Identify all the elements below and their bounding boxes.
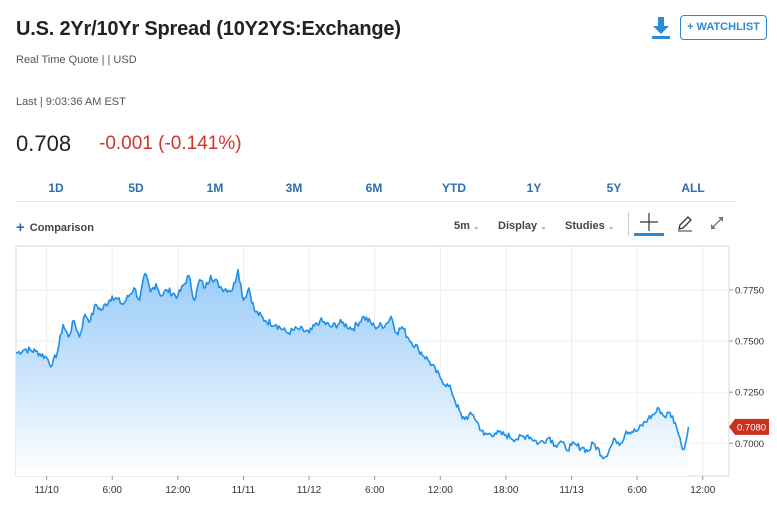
x-tick-label: 11/11 (232, 485, 256, 496)
chevron-down-icon: ⌄ (540, 222, 547, 231)
x-tick-label: 11/10 (34, 485, 59, 496)
x-axis: 11/10 6:00 12:00 11/11 11/12 6:00 12:00 18:00 11… (34, 476, 716, 496)
x-tick-label: 12:00 (165, 485, 190, 496)
crosshair-icon (640, 213, 658, 231)
comparison-label: Comparison (29, 222, 94, 234)
time-range-tabs: 1D 5D 1M 3M 6M YTD 1Y 5Y ALL (16, 175, 736, 202)
expand-icon (710, 216, 724, 230)
series-line (15, 268, 690, 460)
active-tool-indicator (634, 233, 664, 236)
area-fill (16, 269, 689, 476)
range-tab-5y[interactable]: 5Y (606, 181, 622, 195)
y-axis: 0.7750 0.7500 0.7250 0.7000 (729, 285, 764, 450)
studies-dropdown[interactable]: Studies ⌄ (565, 220, 614, 232)
range-tab-1d[interactable]: 1D (48, 181, 64, 195)
chevron-down-icon: ⌄ (472, 222, 480, 231)
quote-subtitle: Real Time Quote | | USD (16, 54, 137, 66)
studies-label: Studies (565, 220, 605, 232)
range-tab-ytd[interactable]: YTD (442, 181, 466, 195)
x-tick-label: 6:00 (102, 485, 122, 496)
range-tab-1y[interactable]: 1Y (526, 181, 542, 195)
add-watchlist-button[interactable]: + WATCHLIST (680, 15, 767, 40)
y-tick-label: 0.7000 (735, 439, 764, 450)
last-value-marker: 0.7080 (729, 418, 769, 435)
y-tick-label: 0.7750 (735, 285, 764, 296)
comparison-button[interactable]: + Comparison (16, 219, 94, 236)
price-chart[interactable]: 11/10 6:00 12:00 11/11 11/12 6:00 12:00 18:00 11… (0, 240, 777, 510)
draw-tool-button[interactable] (676, 214, 694, 232)
interval-dropdown[interactable]: 5m ⌄ (454, 220, 480, 232)
range-tab-all[interactable]: ALL (681, 181, 705, 195)
last-update-time: Last | 9:03:36 AM EST (16, 96, 126, 108)
x-tick-label: 12:00 (428, 485, 453, 496)
last-value-label: 0.7080 (737, 422, 766, 433)
page-title: U.S. 2Yr/10Yr Spread (10Y2YS:Exchange) (16, 18, 401, 40)
x-tick-label: 6:00 (627, 485, 647, 496)
pencil-icon (678, 216, 692, 232)
x-tick-label: 12:00 (690, 485, 715, 496)
fullscreen-button[interactable] (708, 214, 726, 232)
range-tab-6m[interactable]: 6M (365, 181, 383, 195)
x-tick-label: 6:00 (365, 485, 385, 496)
chevron-down-icon: ⌄ (607, 222, 615, 231)
y-tick-label: 0.7500 (735, 337, 764, 348)
range-tab-1m[interactable]: 1M (206, 181, 224, 195)
plus-icon: + (16, 219, 25, 236)
chart-toolbar: + Comparison 5m ⌄ Display ⌄ Studies ⌄ (16, 212, 736, 240)
y-tick-label: 0.7250 (735, 388, 764, 399)
range-tab-3m[interactable]: 3M (285, 181, 303, 195)
download-icon[interactable] (650, 15, 672, 41)
last-price: 0.708 (16, 131, 72, 156)
x-tick-label: 11/12 (297, 485, 322, 496)
price-change: -0.001 (-0.141%) (99, 133, 242, 154)
crosshair-tool-button[interactable] (634, 212, 664, 236)
x-tick-label: 11/13 (559, 485, 584, 496)
interval-value: 5m (454, 220, 470, 232)
x-tick-label: 18:00 (493, 485, 518, 496)
display-dropdown[interactable]: Display ⌄ (498, 220, 547, 232)
last-value-tag (729, 418, 769, 435)
display-label: Display (498, 220, 538, 232)
range-tab-5d[interactable]: 5D (128, 181, 144, 195)
toolbar-divider (628, 212, 629, 236)
